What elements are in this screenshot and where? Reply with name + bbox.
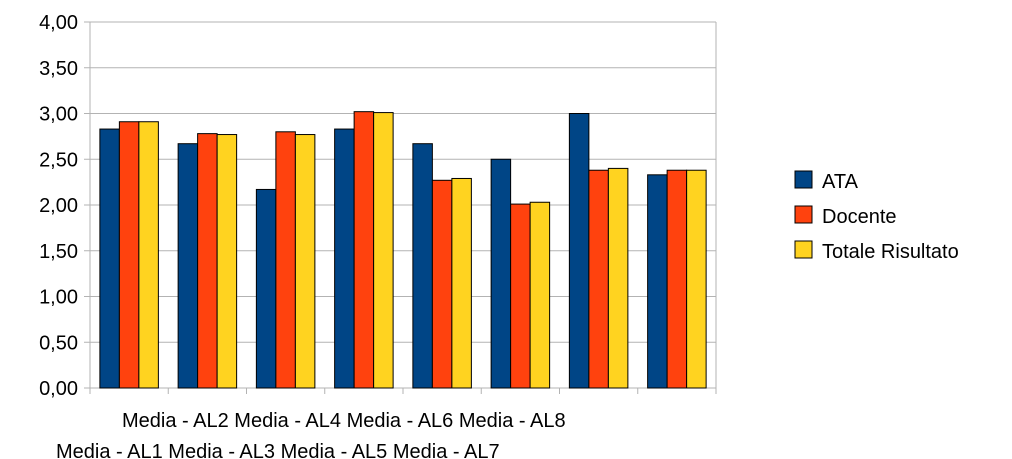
bar — [510, 203, 531, 389]
y-tick-label: 1,00 — [39, 287, 78, 309]
bar — [334, 128, 355, 389]
bar — [118, 121, 140, 389]
y-tick-label: 2,00 — [39, 195, 78, 217]
bar — [686, 169, 707, 389]
x-tick-labels-row-1: Media - AL2 Media - AL4 Media - AL6 Medi… — [122, 410, 566, 432]
bar — [216, 134, 238, 389]
bar — [568, 113, 590, 389]
bar — [138, 121, 159, 389]
bar — [275, 131, 296, 389]
bar — [666, 169, 688, 389]
bar — [431, 179, 453, 389]
legend-swatch — [794, 240, 813, 259]
bar — [197, 133, 218, 389]
y-tick-label: 2,50 — [39, 149, 78, 171]
bar — [607, 167, 629, 389]
y-tick-label: 4,00 — [39, 12, 78, 34]
bar — [294, 134, 316, 389]
bar — [373, 112, 394, 389]
legend-label: Docente — [822, 206, 897, 228]
y-tick-label: 3,50 — [39, 58, 78, 80]
bars — [99, 111, 707, 389]
bar — [588, 169, 609, 389]
bar — [647, 174, 668, 389]
y-tick-label: 3,00 — [39, 104, 78, 126]
legend-swatch — [794, 170, 813, 189]
y-tick-label: 1,50 — [39, 241, 78, 263]
y-tick-label: 0,50 — [39, 332, 78, 354]
bar — [490, 158, 512, 389]
bar — [451, 177, 472, 389]
legend-swatch — [794, 205, 813, 224]
legend-label: Totale Risultato — [822, 241, 959, 263]
y-tick-label: 0,00 — [39, 378, 78, 400]
legend-label: ATA — [822, 171, 859, 193]
bar — [177, 143, 199, 389]
legend: ATA Docente Totale Risultato — [794, 170, 959, 263]
bar — [353, 111, 375, 389]
x-axis-labels: Media - AL2 Media - AL4 Media - AL6 Medi… — [56, 410, 566, 459]
bar — [412, 143, 433, 389]
y-axis-ticks: 0,00 0,50 1,00 1,50 2,00 2,50 3,00 3,50 4,00 — [39, 12, 78, 400]
bar — [529, 201, 551, 389]
bar — [255, 188, 277, 389]
x-tick-labels-row-2: Media - AL1 Media - AL3 Media - AL5 Medi… — [56, 441, 500, 459]
bar — [99, 128, 120, 389]
